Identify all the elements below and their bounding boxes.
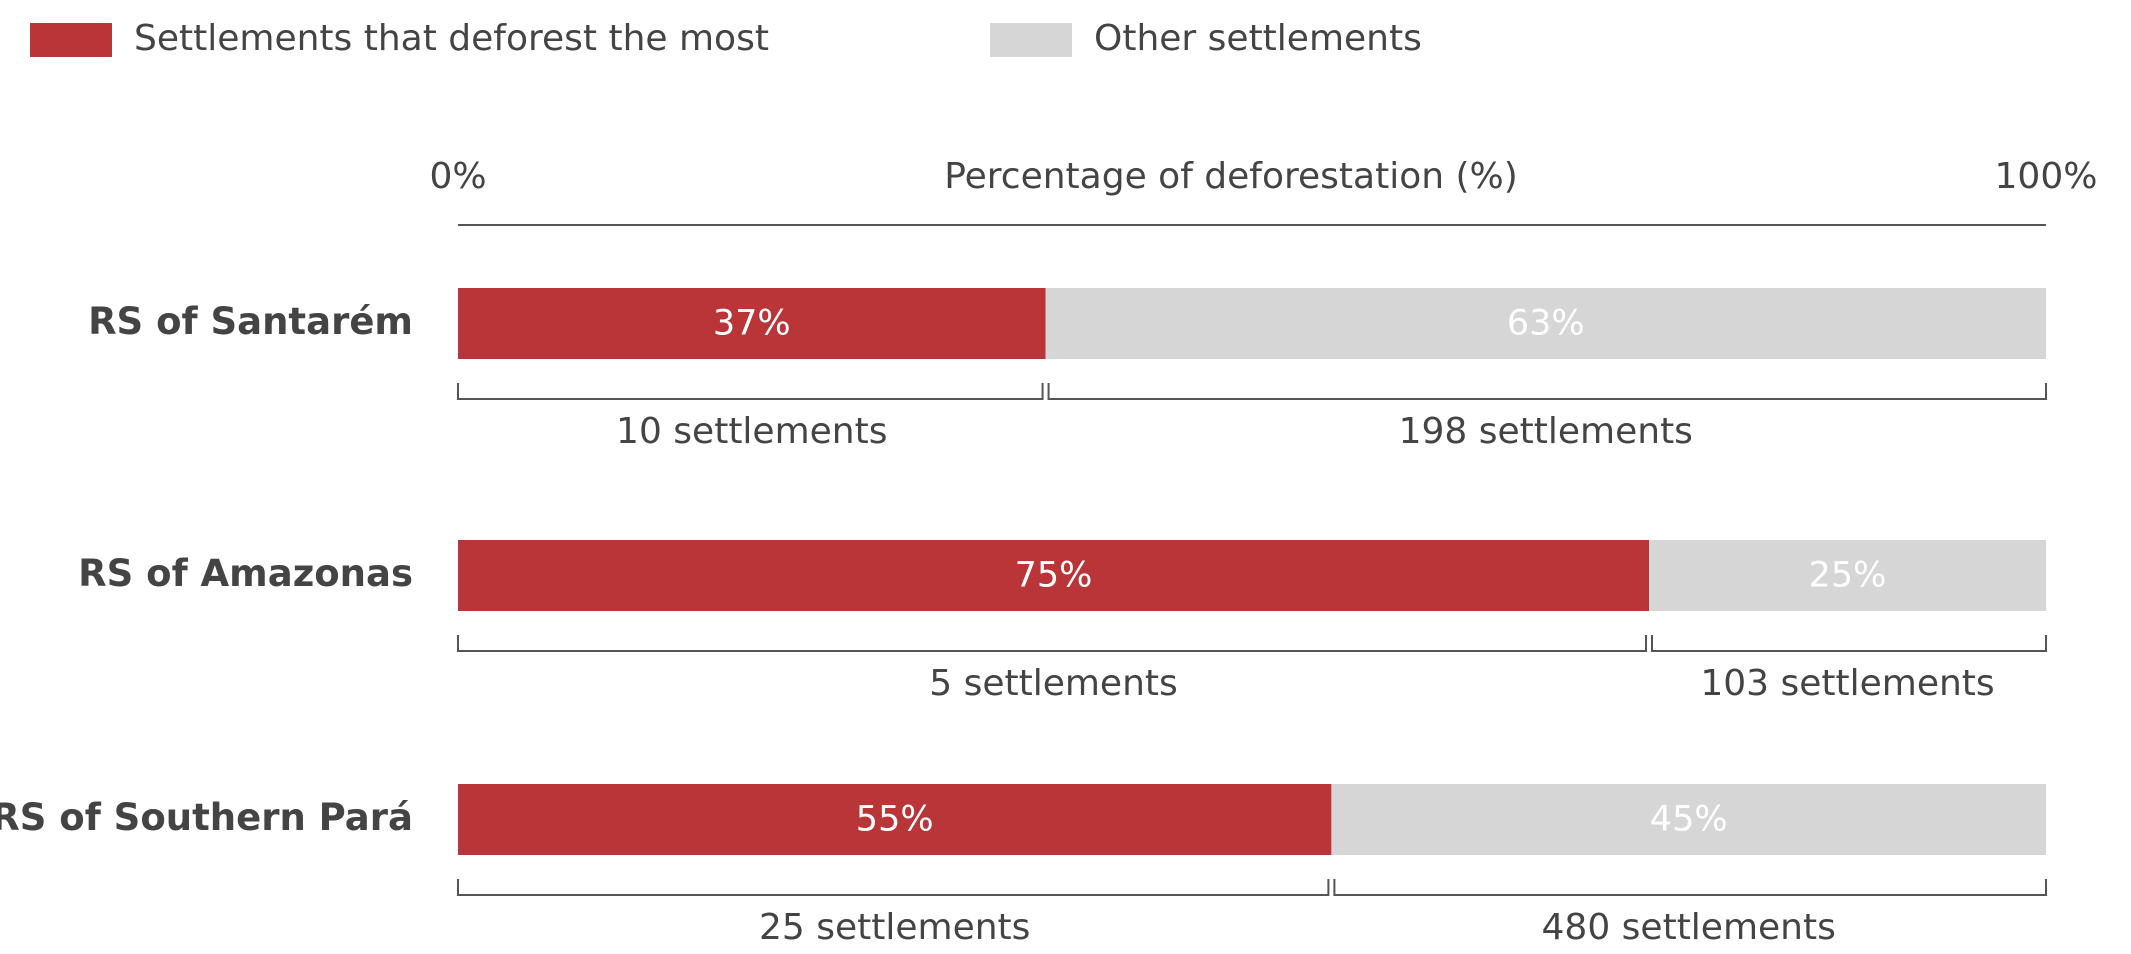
value-label: 25%	[1809, 556, 1887, 596]
legend-swatch	[990, 23, 1072, 57]
category-label: RS of Santarém	[88, 300, 413, 343]
x-axis-label: Percentage of deforestation (%)	[944, 156, 1518, 197]
legend-swatch	[30, 23, 112, 57]
bracket-label: 25 settlements	[759, 907, 1030, 948]
bar-segment	[1331, 784, 2046, 855]
x-tick-label: 100%	[1995, 156, 2098, 197]
bracket	[457, 635, 1647, 652]
value-label: 45%	[1650, 800, 1728, 840]
bar-segment	[458, 540, 1649, 611]
category-label: RS of Southern Pará	[0, 796, 413, 839]
value-label: 75%	[1015, 556, 1093, 596]
x-tick-label: 0%	[429, 156, 486, 197]
bar-segment	[458, 288, 1046, 359]
category-label: RS of Amazonas	[78, 552, 413, 595]
bar-segment	[1045, 288, 2046, 359]
legend-label: Settlements that deforest the most	[134, 18, 769, 59]
bracket	[457, 879, 1330, 896]
bar-segment	[458, 784, 1332, 855]
bracket	[457, 383, 1044, 400]
bar-segment	[1649, 540, 2046, 611]
bracket-label: 480 settlements	[1542, 907, 1836, 948]
value-label: 37%	[713, 304, 791, 344]
value-label: 63%	[1507, 304, 1585, 344]
bracket	[1333, 879, 2047, 896]
value-label: 55%	[856, 800, 934, 840]
bracket-label: 103 settlements	[1700, 663, 1994, 704]
bracket-label: 5 settlements	[929, 663, 1178, 704]
bracket-label: 10 settlements	[616, 411, 887, 452]
legend-label: Other settlements	[1094, 18, 1422, 59]
bracket	[1047, 383, 2047, 400]
bracket	[1651, 635, 2047, 652]
bracket-label: 198 settlements	[1399, 411, 1693, 452]
